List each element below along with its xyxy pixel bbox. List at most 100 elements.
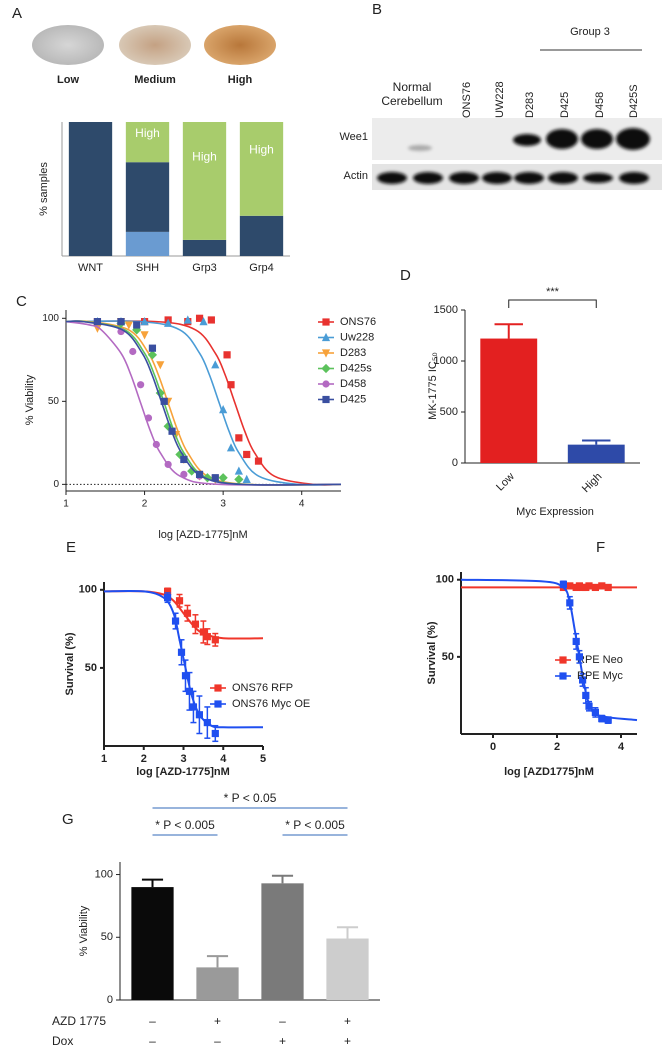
row-label: Actin	[344, 170, 368, 182]
band	[548, 172, 578, 184]
y-tick-label: 50	[101, 931, 113, 943]
fit-curve	[65, 320, 342, 486]
fit-curve	[65, 320, 342, 486]
lane-label: D425S	[628, 84, 640, 118]
condition-label: AZD 1775	[52, 1014, 106, 1028]
point	[254, 457, 263, 465]
point	[211, 474, 219, 482]
bar-segment	[182, 122, 227, 240]
point	[211, 360, 220, 369]
point	[195, 314, 204, 322]
bar-segment	[125, 231, 170, 256]
point	[137, 381, 145, 389]
y-tick-label: 100	[436, 574, 454, 586]
point	[566, 582, 574, 590]
y-tick-label: 0	[53, 479, 59, 490]
legend-label: RPE Myc	[577, 670, 623, 682]
y-tick-label: 50	[442, 651, 454, 663]
point	[242, 474, 251, 483]
y-tick-label: 50	[48, 396, 60, 407]
point	[180, 470, 188, 478]
point	[180, 455, 188, 464]
lane-label-box: Normal Cerebellum	[381, 80, 442, 108]
legend-marker	[321, 349, 331, 358]
fit-curve	[460, 578, 638, 722]
x-tick-label: Grp3	[192, 262, 216, 274]
point	[164, 587, 172, 595]
point	[604, 716, 612, 724]
bar-segment	[125, 162, 170, 232]
legend-marker	[322, 318, 330, 326]
point	[203, 633, 211, 641]
western-blot: Group 3 Normal Cerebellum ONS76 UW228 D2…	[339, 26, 662, 190]
x-tick-label: 1	[101, 753, 107, 765]
significance-label: * P < 0.005	[285, 818, 345, 832]
point	[164, 318, 173, 327]
condition-sign: –	[214, 1034, 221, 1048]
point	[144, 414, 153, 422]
band	[619, 172, 649, 184]
bar	[567, 444, 625, 463]
significance-label: * P < 0.005	[155, 818, 215, 832]
chart-panel: 50 100 1 2 3 4 5 log [AZD-1775]nM Survival (%) ON…	[64, 582, 310, 778]
bar	[196, 967, 239, 1000]
point	[585, 702, 593, 710]
condition-sign: +	[279, 1034, 286, 1048]
point	[132, 325, 142, 335]
bar-segment	[182, 239, 227, 256]
point	[195, 711, 203, 719]
x-tick-label: 4	[220, 753, 227, 765]
point	[211, 729, 219, 738]
point	[175, 597, 184, 605]
x-tick-label: 4	[618, 741, 625, 753]
point	[185, 687, 194, 695]
point	[219, 405, 228, 414]
band	[581, 129, 613, 149]
point	[575, 653, 583, 661]
x-tick-label: 0	[490, 741, 496, 753]
point	[140, 331, 149, 340]
legend-marker	[321, 363, 331, 374]
point	[234, 466, 243, 475]
legend-marker	[321, 332, 331, 342]
chart-panel: 0 500 1000 1500 Low High Myc Expression MK-1775…	[427, 286, 640, 518]
x-tick-label: High	[580, 471, 604, 495]
point	[156, 361, 165, 370]
stain-label: High	[228, 74, 253, 86]
chart-panel: 0 50 100 1 2 3 4 log [AZD-1775]nM % Viability ONS…	[24, 310, 376, 541]
point	[226, 443, 236, 452]
point	[124, 321, 133, 330]
point	[207, 316, 215, 324]
point	[164, 594, 172, 602]
point	[171, 617, 180, 625]
chart-panel: WNT SHH Grp3 Grp4 High High High % samples	[38, 122, 290, 274]
point	[223, 351, 231, 359]
point	[117, 318, 125, 326]
x-tick-label: 2	[142, 499, 148, 510]
band	[583, 173, 613, 183]
stain-label: Medium	[134, 74, 176, 86]
legend-label: ONS76 Myc OE	[232, 698, 310, 710]
y-tick-label: 0	[107, 994, 113, 1006]
stain-image	[32, 25, 104, 65]
point	[243, 450, 251, 459]
significance-label: * P < 0.05	[224, 791, 277, 805]
point	[235, 434, 243, 442]
condition-label: Dox	[52, 1034, 73, 1048]
fit-curve	[65, 320, 342, 486]
x-tick-label: SHH	[136, 262, 159, 274]
bar-segment	[239, 122, 284, 216]
point	[591, 708, 599, 716]
fit-curve	[65, 320, 342, 486]
point	[129, 347, 137, 356]
point	[598, 714, 606, 723]
bar-segment	[125, 122, 170, 163]
point	[585, 582, 593, 590]
condition-sign: –	[149, 1014, 156, 1028]
point	[160, 397, 168, 405]
point	[183, 609, 192, 617]
segment-label: High	[249, 142, 274, 156]
chart-panel: 0 50 100 % Viability * P < 0.005 * P < 0.05 * …	[52, 791, 380, 1048]
legend-label: D283	[340, 347, 366, 359]
